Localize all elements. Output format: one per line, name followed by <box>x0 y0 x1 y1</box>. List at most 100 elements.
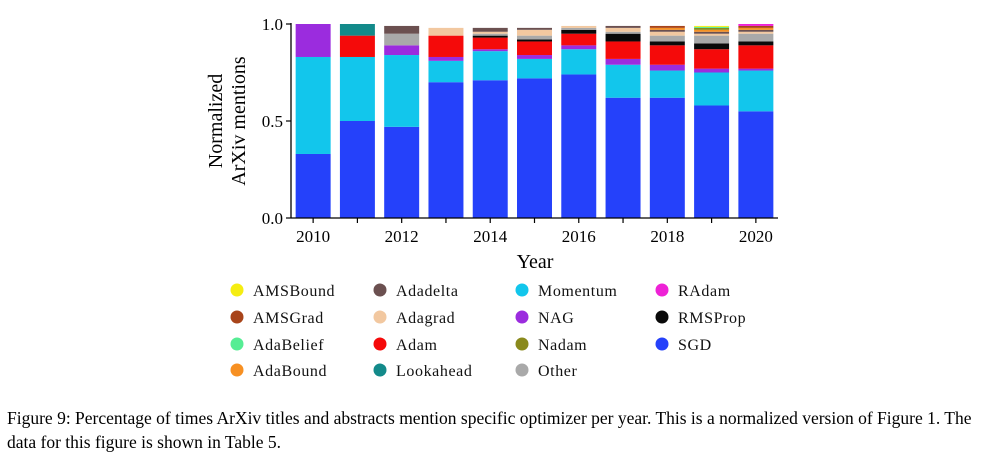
bar-2017-adadelta <box>605 25 641 28</box>
bar-2010-nag <box>295 24 331 57</box>
bar-2018-nag <box>649 64 685 71</box>
legend-marker <box>230 363 244 377</box>
x-tick-label: 2016 <box>562 227 596 246</box>
bar-2019-adabelief <box>694 26 730 28</box>
bar-2018-momentum <box>649 70 685 98</box>
bar-2019-adam <box>694 49 730 69</box>
legend-label: RMSProp <box>678 310 746 327</box>
legend-label: Momentum <box>538 283 617 300</box>
legend-label: Nadam <box>538 337 587 354</box>
bar-2014-other <box>472 33 508 36</box>
bar-2015-momentum <box>517 58 552 79</box>
bar-2015-adagrad <box>517 29 552 36</box>
legend-marker <box>373 283 387 297</box>
bar-2020-adadelta <box>738 29 774 32</box>
bar-2017-adam <box>605 41 641 59</box>
x-tick-label: 2018 <box>650 227 684 246</box>
bars-layer <box>295 24 774 218</box>
legend-item-radam: RAdam <box>655 283 731 300</box>
bar-2014-momentum <box>472 51 508 81</box>
bar-2019-rmsprop <box>694 43 730 50</box>
bar-2017-sgd <box>605 97 641 218</box>
bar-2019-amsbound <box>694 25 730 27</box>
bar-2020-nag <box>738 68 774 71</box>
legend-marker <box>515 283 529 297</box>
legend-label: AMSGrad <box>253 310 324 327</box>
bar-2018-adadelta <box>649 29 685 32</box>
legend-item-momentum: Momentum <box>515 283 617 300</box>
y-axis-title-line: Normalized <box>205 74 227 168</box>
legend-label: Adadelta <box>396 283 459 300</box>
bar-2020-other <box>738 33 774 42</box>
bar-2015-sgd <box>517 78 552 218</box>
bar-2018-sgd <box>649 97 685 218</box>
legend-label: AdaBound <box>253 363 327 380</box>
bar-2011-adam <box>339 35 375 57</box>
bar-2014-adam <box>472 37 508 50</box>
bar-2020-radam <box>738 24 774 26</box>
bar-2013-adagrad <box>428 27 464 36</box>
bar-2011-sgd <box>339 121 375 218</box>
bar-2016-nag <box>561 45 597 50</box>
legend-item-adagrad: Adagrad <box>373 310 455 327</box>
y-axis-title: Normalized ArXiv mentions <box>205 56 250 186</box>
x-tick-label: 2010 <box>296 227 330 246</box>
bar-2018-adagrad <box>649 31 685 36</box>
legend-item-amsgrad: AMSGrad <box>230 310 324 327</box>
bar-2020-adam <box>738 45 774 69</box>
bar-2015-other <box>517 35 552 40</box>
x-tick-label: 2020 <box>739 227 773 246</box>
bar-2013-nag <box>428 56 464 61</box>
bar-2013-adam <box>428 35 464 57</box>
bar-2019-nag <box>694 68 730 73</box>
legend-item-rmsprop: RMSProp <box>655 310 746 327</box>
bar-2016-rmsprop <box>561 29 597 34</box>
bar-2020-amsgrad <box>738 25 774 28</box>
bar-2016-adam <box>561 33 597 46</box>
legend: AMSBound Adadelta Momentum RAdam AMSGrad Adag… <box>230 283 746 380</box>
legend-marker <box>373 337 387 351</box>
bar-2019-adagrad <box>694 33 730 36</box>
axes-layer: 0.0 0.5 1.0 2010 2012 2014 2016 2018 2020 <box>262 15 778 246</box>
bar-2019-adabound <box>694 29 730 32</box>
bar-2011-momentum <box>339 56 375 122</box>
bar-2015-nag <box>517 55 552 59</box>
bar-2018-adabound <box>649 27 685 30</box>
bar-2013-sgd <box>428 82 464 218</box>
bar-2018-amsgrad <box>649 25 685 28</box>
legend-marker <box>230 337 244 351</box>
bar-2020-momentum <box>738 70 774 112</box>
legend-item-nag: NAG <box>515 310 574 327</box>
bar-2014-sgd <box>472 80 508 218</box>
x-axis-title: Year <box>517 251 554 273</box>
bar-2012-adadelta <box>384 25 420 34</box>
bar-2019-momentum <box>694 72 730 106</box>
bar-2018-other <box>649 35 685 42</box>
legend-label: Other <box>538 363 578 380</box>
bar-2015-adadelta <box>517 27 552 30</box>
bar-2020-sgd <box>738 111 774 218</box>
legend-item-sgd: SGD <box>655 337 711 354</box>
bar-2010-sgd <box>295 153 331 218</box>
legend-label: Adam <box>396 337 438 354</box>
bar-2012-other <box>384 33 420 46</box>
bar-2018-rmsprop <box>649 41 685 46</box>
bar-2015-rmsprop <box>517 39 552 42</box>
x-tick-label: 2012 <box>385 227 419 246</box>
bar-2016-sgd <box>561 74 597 218</box>
bar-2011-lookahead <box>339 24 375 36</box>
legend-label: NAG <box>538 310 574 327</box>
bar-2020-rmsprop <box>738 41 774 46</box>
bar-2012-momentum <box>384 55 420 127</box>
legend-marker <box>230 310 244 324</box>
legend-marker <box>373 363 387 377</box>
legend-item-adabelief: AdaBelief <box>230 337 324 354</box>
bar-2017-adagrad <box>605 27 641 32</box>
legend-label: RAdam <box>678 283 731 300</box>
bar-2019-nadam <box>694 27 730 30</box>
x-tick-label: 2014 <box>473 227 508 246</box>
bar-2012-sgd <box>384 126 420 218</box>
bar-2012-nag <box>384 45 420 56</box>
legend-item-adadelta: Adadelta <box>373 283 459 300</box>
figure-caption: Figure 9: Percentage of times ArXiv titl… <box>7 408 972 452</box>
